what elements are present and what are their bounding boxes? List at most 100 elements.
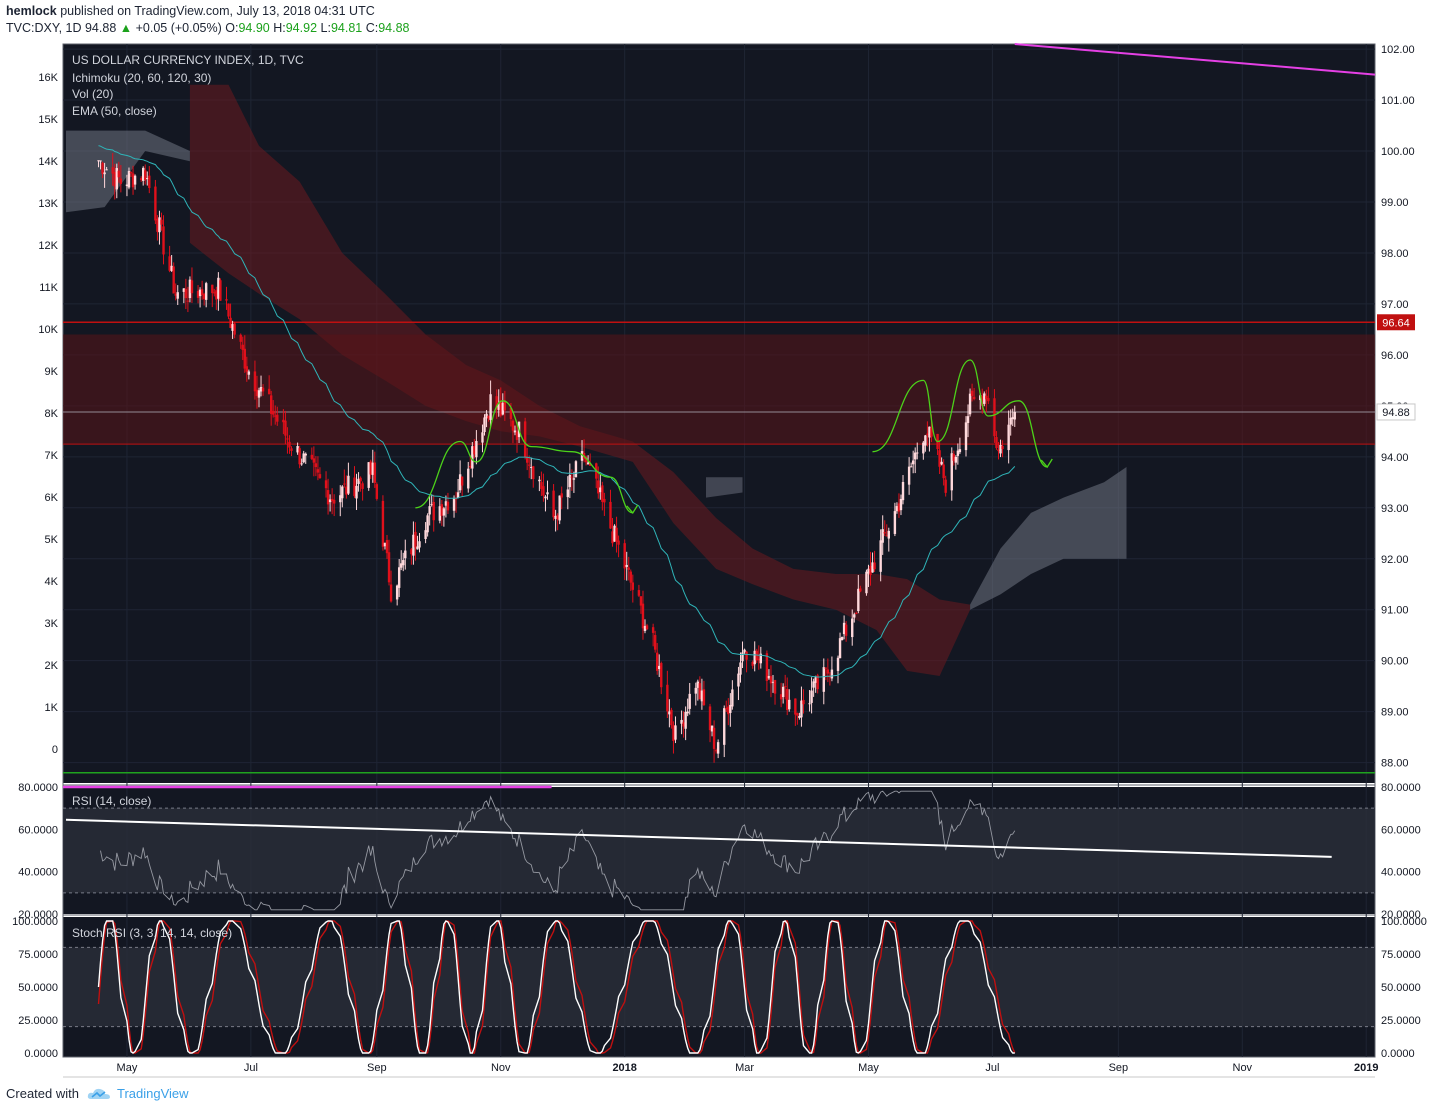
candle-body — [781, 686, 785, 698]
candle-body — [485, 413, 488, 419]
candle-body — [743, 649, 746, 653]
candle-body — [430, 504, 433, 506]
candle-body — [897, 503, 901, 512]
candle-body — [700, 690, 704, 702]
volume-tick-label-13: 3K — [45, 618, 59, 630]
resistance-zone — [63, 334, 1375, 445]
candle-body — [800, 700, 803, 718]
indicator-ichimoku[interactable]: Ichimoku (20, 60, 120, 30) — [72, 71, 212, 85]
candle-body — [357, 478, 360, 485]
candle-body — [727, 706, 730, 715]
chart-frame — [62, 43, 1376, 1058]
symbol-label: TVC:DXY, 1D — [6, 21, 82, 35]
candle-body — [702, 689, 706, 706]
candle-body — [367, 462, 370, 488]
tradingview-link[interactable]: TradingView — [116, 1086, 189, 1101]
stoch-rsi-title[interactable]: Stoch RSI (3, 3, 14, 14, close) — [72, 926, 233, 940]
price-tick-label-11: 91.00 — [1381, 605, 1409, 617]
candle-body — [487, 415, 490, 419]
candle-body — [276, 414, 279, 422]
candle-body — [389, 584, 393, 602]
rsi-tick-left-1: 60.0000 — [18, 824, 58, 836]
rsi-tick-right-3: 20.0000 — [1381, 909, 1421, 921]
candle-body — [698, 683, 702, 700]
candle-body — [530, 466, 533, 468]
author-name[interactable]: hemlock — [6, 4, 57, 18]
candle-body — [416, 546, 419, 550]
candle-body — [798, 715, 801, 718]
volume-tick-label-0: 16K — [38, 72, 58, 84]
stoch-tick-left-0: 100.0000 — [12, 916, 58, 928]
rsi-title[interactable]: RSI (14, close) — [72, 794, 152, 808]
candle-body — [414, 531, 417, 548]
candle-body — [881, 529, 884, 543]
candle-body — [597, 480, 600, 494]
indicator-volume[interactable]: Vol (20) — [72, 87, 114, 101]
candle-body — [999, 444, 1002, 454]
rsi-tick-right-2: 40.0000 — [1381, 867, 1421, 879]
candle-body — [259, 386, 263, 392]
head-shoulders-pattern-2 — [872, 359, 1048, 468]
volume-tick-label-5: 11K — [39, 282, 58, 294]
indicator-ema[interactable]: EMA (50, close) — [72, 104, 157, 118]
candle-body — [172, 266, 175, 294]
candle-body — [972, 396, 976, 400]
candle-body — [158, 217, 161, 233]
candle-body — [105, 169, 108, 171]
candle-body — [899, 498, 903, 511]
candle-body — [274, 415, 277, 417]
candle-body — [239, 334, 242, 342]
candle-body — [556, 515, 559, 520]
candle-body — [684, 711, 687, 729]
volume-tick-label-15: 1K — [45, 702, 59, 714]
candle-body — [842, 622, 846, 635]
candle-body — [739, 662, 742, 675]
candle-body — [170, 265, 173, 271]
candle-body — [385, 540, 389, 554]
candle-body — [483, 417, 486, 433]
price-tick-label-9: 93.00 — [1381, 503, 1409, 515]
candle-body — [219, 280, 222, 301]
time-tick-label-6: May — [858, 1062, 879, 1074]
stoch-tick-right-0: 100.0000 — [1381, 916, 1427, 928]
candle-body — [759, 653, 763, 664]
candle-body — [627, 567, 630, 570]
candle-body — [942, 464, 945, 479]
candle-body — [528, 464, 531, 466]
candle-body — [601, 485, 604, 502]
candle-body — [257, 390, 261, 398]
candle-body — [954, 456, 958, 463]
candle-body — [1013, 411, 1016, 420]
low-value: 94.81 — [330, 21, 363, 35]
candle-body — [355, 485, 358, 499]
candle-body — [253, 371, 257, 392]
candle-body — [926, 433, 929, 435]
price-tick-label-8: 94.00 — [1381, 452, 1409, 464]
candle-body — [830, 669, 834, 679]
magenta-trendline — [1014, 43, 1376, 76]
candle-body — [215, 290, 218, 300]
main-chart-title: US DOLLAR CURRENCY INDEX, 1D, TVC — [72, 53, 304, 67]
candle-body — [225, 299, 228, 301]
candle-body — [645, 625, 649, 630]
price-tick-label-2: 100.00 — [1381, 146, 1415, 158]
candle-body — [538, 479, 541, 482]
candle-body — [765, 653, 769, 681]
candle-body — [316, 469, 320, 473]
candle-body — [712, 727, 716, 749]
close-value: 94.88 — [378, 21, 410, 35]
high-value: 94.92 — [285, 21, 318, 35]
high-label: H: — [273, 21, 286, 35]
candle-body — [312, 458, 316, 463]
candle-body — [454, 498, 458, 500]
candle-body — [985, 395, 988, 400]
volume-tick-label-4: 12K — [38, 240, 58, 252]
candle-body — [111, 167, 114, 174]
candle-body — [146, 178, 149, 180]
time-tick-label-4: 2018 — [612, 1062, 636, 1074]
volume-tick-label-7: 9K — [45, 366, 59, 378]
pattern-arrow-2 — [1040, 458, 1053, 469]
candle-body — [745, 651, 748, 660]
candle-body — [540, 482, 543, 489]
